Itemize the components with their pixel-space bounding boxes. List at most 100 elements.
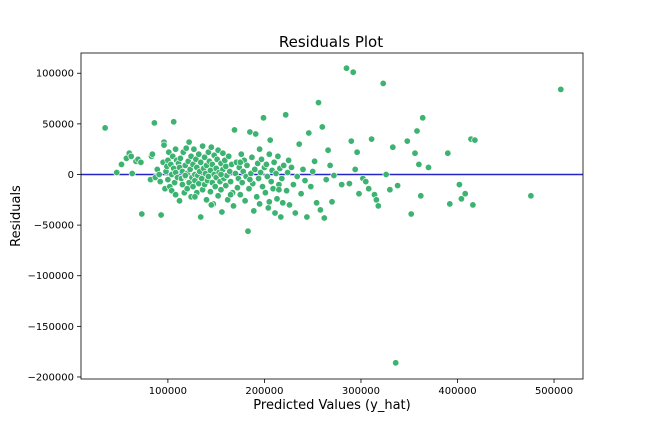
residual-point [278, 175, 286, 183]
residual-point [313, 199, 321, 207]
residual-point [211, 183, 219, 191]
residual-point [241, 197, 249, 205]
residual-point [282, 111, 290, 119]
residual-point [206, 188, 214, 196]
residual-point [264, 204, 272, 212]
residual-point [297, 190, 305, 198]
residual-point [227, 191, 235, 199]
residual-point [289, 181, 297, 189]
residual-point [307, 183, 315, 191]
residual-point [257, 155, 265, 163]
residual-point [219, 149, 227, 157]
residual-point [345, 180, 353, 188]
residual-point [236, 191, 244, 199]
residual-point [222, 182, 230, 190]
residual-point [237, 150, 245, 158]
residual-point [148, 150, 156, 158]
residual-point [455, 181, 463, 189]
residual-point [176, 154, 184, 162]
residual-point [155, 171, 163, 179]
residual-point [365, 185, 373, 193]
residual-point [138, 210, 146, 218]
y-tick-label: −50000 [34, 221, 74, 232]
residual-point [263, 173, 271, 181]
residual-point [305, 129, 313, 137]
residual-point [178, 181, 186, 189]
residual-point [293, 173, 301, 181]
residual-point [246, 128, 254, 136]
residual-point [291, 209, 299, 217]
residual-point [127, 152, 135, 160]
residual-point [403, 137, 411, 145]
residual-point [262, 160, 270, 168]
residual-point [265, 198, 273, 206]
residual-point [191, 193, 199, 201]
residual-point [324, 146, 332, 154]
residual-point [272, 170, 280, 178]
residual-point [218, 208, 226, 216]
residual-point [424, 163, 432, 171]
residual-point [275, 186, 283, 194]
plot-frame [80, 52, 584, 380]
x-tick-label: 100000 [149, 386, 187, 397]
residual-point [299, 165, 307, 173]
residual-point [101, 124, 109, 132]
residual-point [446, 200, 454, 208]
residual-point [137, 158, 145, 166]
residual-point [285, 156, 293, 164]
residual-point [270, 158, 278, 166]
residual-point [469, 201, 477, 209]
residual-point [382, 171, 390, 179]
residual-point [347, 137, 355, 145]
x-tick-label: 300000 [342, 386, 380, 397]
residual-point [233, 184, 241, 192]
residual-point [243, 161, 251, 169]
residual-point [244, 227, 252, 235]
residual-point [413, 127, 421, 135]
residual-point [362, 178, 370, 186]
residual-point [267, 178, 275, 186]
residual-point [271, 209, 279, 217]
residual-point [284, 169, 292, 177]
residual-point [419, 114, 427, 122]
residual-point [338, 181, 346, 189]
residual-point [328, 198, 336, 206]
residual-point [182, 144, 190, 152]
residual-point [256, 200, 264, 208]
residual-point [527, 192, 535, 200]
residual-point [245, 185, 253, 193]
residual-point [185, 138, 193, 146]
residual-point [217, 171, 225, 179]
residual-point [258, 183, 266, 191]
residual-point [457, 195, 465, 203]
residual-point [309, 168, 317, 176]
residual-point [231, 126, 239, 134]
residual-point [285, 201, 293, 209]
residual-point [256, 145, 264, 153]
y-axis-label: Residuals [9, 185, 24, 247]
residual-point [417, 192, 425, 200]
residual-point [207, 201, 215, 209]
residual-point [252, 130, 260, 138]
residual-point [287, 163, 295, 171]
residual-point [225, 152, 233, 160]
residual-point [226, 168, 234, 176]
y-tick-label: −200000 [27, 372, 74, 383]
residual-point [389, 143, 397, 151]
residual-point [392, 359, 400, 367]
residual-point [269, 185, 277, 193]
residual-point [172, 191, 180, 199]
y-tick-label: 0 [68, 170, 74, 181]
residual-point [444, 149, 452, 157]
chart-title: Residuals Plot [279, 33, 383, 51]
residual-point [322, 176, 330, 184]
residual-point [279, 199, 287, 207]
residual-point [113, 169, 121, 177]
residual-point [172, 145, 180, 153]
residual-point [330, 172, 338, 180]
residual-point [156, 178, 164, 186]
residual-point [259, 114, 267, 122]
residual-point [217, 186, 225, 194]
residual-point [311, 157, 319, 165]
residual-point [265, 150, 273, 158]
